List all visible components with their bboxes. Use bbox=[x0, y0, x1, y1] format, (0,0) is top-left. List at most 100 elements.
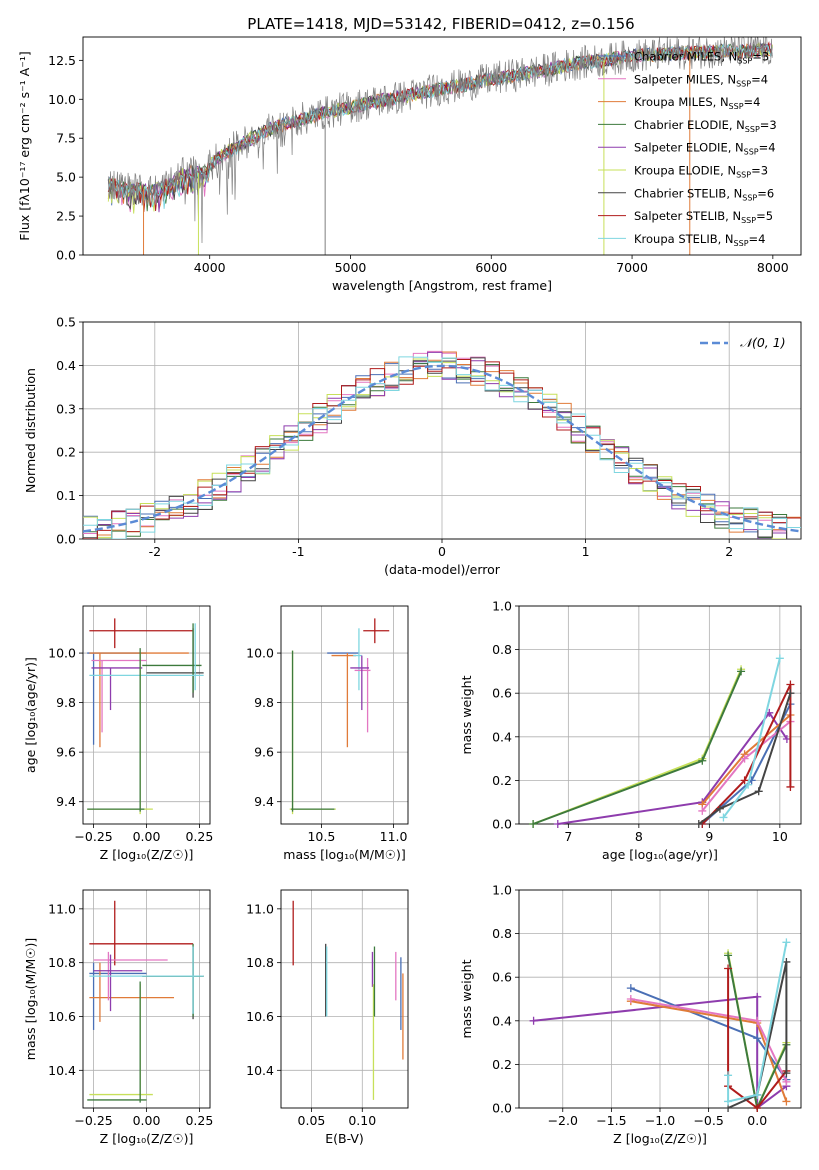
spectrum-panel: 4000 5000 6000 7000 8000 0.0 2.5 5.0 7.5 10.0 12.5… bbox=[17, 36, 802, 293]
y-tick-label: 2.5 bbox=[56, 209, 76, 224]
residual-histogram bbox=[83, 356, 801, 539]
x-axis-label: (data-model)/error bbox=[384, 562, 501, 577]
data-point-marker bbox=[753, 1034, 762, 1043]
x-tick-label: 0.00 bbox=[133, 1113, 161, 1128]
data-point-marker bbox=[782, 1097, 791, 1106]
age-vs-mass-panel: 10.5 11.0 9.4 9.6 9.8 10.0 mass [log₁₀(M/M☉)] bbox=[246, 605, 409, 862]
x-tick-label: 6000 bbox=[475, 260, 507, 275]
axes-frame bbox=[82, 321, 802, 540]
y-tick-label: 10.6 bbox=[246, 1009, 274, 1024]
axes-frame bbox=[82, 36, 802, 256]
x-axis-label: age [log₁₀(age/yr)] bbox=[602, 847, 718, 862]
normal-reference-curve bbox=[83, 364, 801, 533]
y-axis-label: Flux [fλ10⁻¹⁷ erg cm⁻² s⁻¹ A⁻¹] bbox=[17, 51, 32, 240]
observed-spectrum-line bbox=[107, 37, 773, 244]
legend-entry: Chabrier ELODIE, NSSP=3 bbox=[634, 118, 777, 134]
x-tick-label: 7 bbox=[564, 829, 572, 844]
mass-weight-line bbox=[727, 968, 788, 1110]
y-tick-label: 7.5 bbox=[56, 131, 76, 146]
x-tick-label: −0.25 bbox=[74, 1113, 112, 1128]
mass-vs-Z-panel: −0.25 0.00 0.25 10.4 10.6 10.8 11.0 Z [log₁₀(Z/… bbox=[23, 889, 213, 1146]
x-axis-label: wavelength [Angstrom, rest frame] bbox=[332, 278, 552, 293]
data-point-marker bbox=[698, 756, 707, 765]
data-point-marker bbox=[529, 820, 538, 828]
y-tick-label: 9.6 bbox=[56, 745, 76, 760]
legend-entry: Kroupa ELODIE, NSSP=3 bbox=[634, 164, 768, 180]
legend-entry: 𝒩(0, 1) bbox=[740, 335, 786, 350]
legend-entry: Salpeter ELODIE, NSSP=4 bbox=[634, 141, 776, 157]
x-tick-label: 5000 bbox=[335, 260, 367, 275]
y-tick-label: 0.5 bbox=[56, 315, 76, 330]
y-axis-label: Normed distribution bbox=[23, 368, 38, 493]
y-tick-label: 0.6 bbox=[492, 686, 512, 701]
x-tick-label: 0.00 bbox=[133, 829, 161, 844]
y-tick-label: 0.3 bbox=[56, 401, 76, 416]
y-tick-label: 10.0 bbox=[48, 646, 76, 661]
axes-frame bbox=[280, 889, 409, 1109]
y-tick-label: 10.6 bbox=[48, 1009, 76, 1024]
y-tick-label: 0.8 bbox=[492, 642, 512, 657]
y-tick-label: 0.8 bbox=[492, 926, 512, 941]
y-tick-label: 9.6 bbox=[254, 745, 274, 760]
x-tick-label: 9 bbox=[705, 829, 713, 844]
x-axis-label: mass [log₁₀(M/M☉)] bbox=[283, 847, 405, 862]
data-point-marker bbox=[782, 957, 791, 966]
x-tick-label: 0.0 bbox=[747, 1113, 767, 1128]
data-point-marker bbox=[724, 951, 733, 960]
figure-title: PLATE=1418, MJD=53142, FIBERID=0412, z=0… bbox=[247, 15, 634, 33]
y-tick-label: 1.0 bbox=[492, 599, 512, 614]
y-tick-label: 1.0 bbox=[492, 883, 512, 898]
axes-frame bbox=[280, 605, 409, 825]
x-axis-label: Z [log₁₀(Z/Z☉)] bbox=[100, 1131, 194, 1146]
x-tick-label: -1 bbox=[292, 544, 304, 559]
y-tick-label: 9.4 bbox=[56, 794, 76, 809]
data-point-marker bbox=[782, 1069, 791, 1078]
data-point-marker bbox=[753, 1016, 762, 1025]
data-point-marker bbox=[775, 654, 784, 663]
legend-entry: Kroupa STELIB, NSSP=4 bbox=[634, 232, 765, 248]
y-tick-label: 11.0 bbox=[48, 901, 76, 916]
x-tick-label: −1.0 bbox=[645, 1113, 675, 1128]
axes-frame bbox=[82, 605, 211, 825]
y-tick-label: 0.2 bbox=[492, 1057, 512, 1072]
x-tick-label: 8 bbox=[635, 829, 643, 844]
x-tick-label: 8000 bbox=[757, 260, 789, 275]
data-point-marker bbox=[753, 1104, 762, 1112]
x-tick-label: 1 bbox=[582, 544, 590, 559]
mass-vs-ebv-panel: 0.05 0.10 10.4 10.6 10.8 11.0 E(B-V) bbox=[246, 889, 409, 1146]
x-axis-label: Z [log₁₀(Z/Z☉)] bbox=[613, 1131, 707, 1146]
y-tick-label: 0.0 bbox=[56, 532, 76, 547]
data-point-marker bbox=[744, 780, 753, 789]
legend-entry: Salpeter STELIB, NSSP=5 bbox=[634, 209, 773, 225]
y-tick-label: 0.4 bbox=[492, 729, 512, 744]
x-tick-label: 0.25 bbox=[185, 1113, 213, 1128]
data-point-marker bbox=[753, 992, 762, 1001]
y-tick-label: 0.2 bbox=[492, 773, 512, 788]
x-tick-label: 0.10 bbox=[348, 1113, 376, 1128]
y-tick-label: 0.0 bbox=[492, 1101, 512, 1116]
x-tick-label: −2.0 bbox=[548, 1113, 578, 1128]
y-tick-label: 10.0 bbox=[246, 646, 274, 661]
data-point-marker bbox=[626, 995, 635, 1003]
y-tick-label: 11.0 bbox=[246, 901, 274, 916]
y-tick-label: 9.8 bbox=[56, 695, 76, 710]
data-point-marker bbox=[694, 820, 703, 828]
x-tick-label: −1.5 bbox=[596, 1113, 626, 1128]
y-axis-label: mass weight bbox=[459, 959, 474, 1038]
y-tick-label: 0.6 bbox=[492, 970, 512, 985]
data-point-marker bbox=[724, 964, 733, 973]
y-tick-label: 5.0 bbox=[56, 170, 76, 185]
x-tick-label: 0.05 bbox=[298, 1113, 326, 1128]
x-tick-label: 0 bbox=[438, 544, 446, 559]
data-point-marker bbox=[715, 804, 724, 813]
data-point-marker bbox=[740, 754, 749, 763]
mass-weight-line bbox=[701, 684, 792, 825]
mass-weight-line bbox=[727, 942, 788, 1103]
y-tick-label: 10.8 bbox=[246, 955, 274, 970]
data-point-marker bbox=[553, 820, 562, 828]
data-point-marker bbox=[753, 1090, 762, 1099]
y-axis-label: mass [log₁₀(M/M☉)] bbox=[23, 938, 38, 1060]
y-tick-label: 0.0 bbox=[56, 248, 76, 263]
mass-weight-line bbox=[727, 961, 788, 1109]
